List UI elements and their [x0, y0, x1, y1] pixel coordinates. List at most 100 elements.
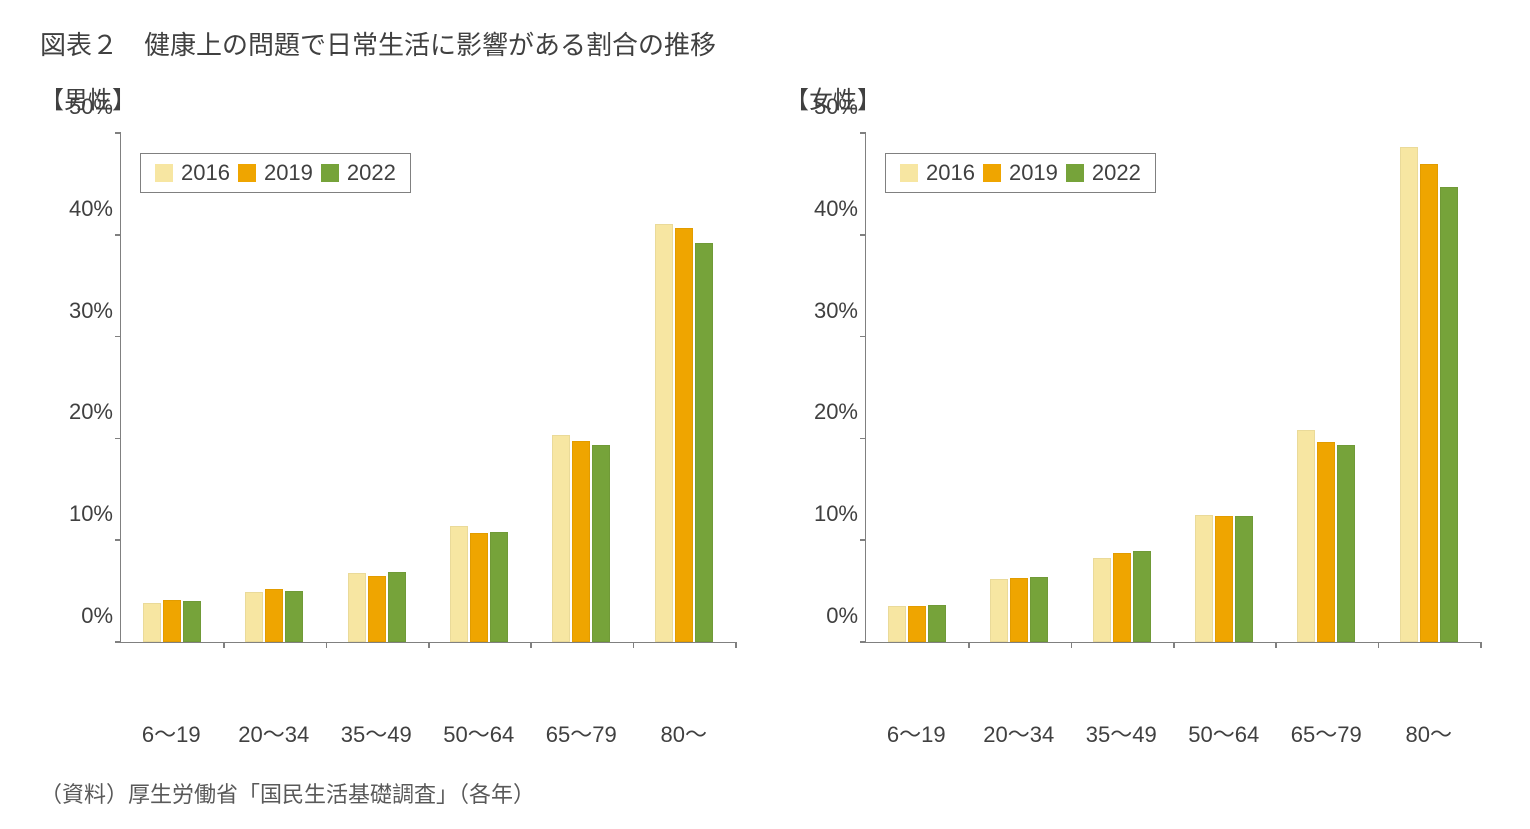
bar-group [428, 133, 530, 642]
x-tick-mark [633, 642, 635, 648]
x-tick-label: 50～64 [1173, 703, 1276, 749]
bar [990, 579, 1008, 642]
bar-group [1173, 133, 1275, 642]
bar-group [1378, 133, 1480, 642]
x-labels-female: 6～1920～3435～4950～6465～7980～ [785, 703, 1490, 749]
bars-container [121, 133, 735, 642]
x-tick-mark [1378, 642, 1380, 648]
x-tick-mark [735, 642, 737, 648]
bar [450, 526, 468, 642]
x-tick-label: 35～49 [1070, 703, 1173, 749]
x-tick-label: 20～34 [223, 703, 326, 749]
bar [163, 600, 181, 642]
x-tick-mark [223, 642, 225, 648]
bar [1235, 516, 1253, 642]
panel-female-label: 【女性】 [785, 80, 1490, 115]
bar [888, 606, 906, 642]
bar [1297, 430, 1315, 642]
bar [655, 224, 673, 642]
bar [368, 576, 386, 642]
y-tick-label: 10% [41, 501, 113, 527]
x-tick-mark [1173, 642, 1175, 648]
bar [470, 533, 488, 642]
panel-male-label: 【男性】 [40, 80, 745, 115]
bar [245, 592, 263, 642]
y-tick-label: 30% [41, 298, 113, 324]
bar [908, 606, 926, 642]
panel-male-chart: 2016 2019 2022 0%10%20%30%40%50% [40, 123, 745, 703]
bar [928, 605, 946, 642]
x-tick-mark [326, 642, 328, 648]
bar [388, 572, 406, 642]
figure-title: 図表２ 健康上の問題で日常生活に影響がある割合の推移 [40, 25, 1490, 62]
bar [1337, 445, 1355, 642]
legend-swatch-2022 [1066, 164, 1084, 182]
bar [1420, 164, 1438, 642]
legend-label-2022: 2022 [1092, 160, 1141, 186]
bar [1030, 577, 1048, 642]
x-labels-male: 6～1920～3435～4950～6465～7980～ [40, 703, 745, 749]
y-tick-label: 20% [786, 399, 858, 425]
bar [265, 589, 283, 642]
legend-label-2019: 2019 [264, 160, 313, 186]
bar-group [326, 133, 428, 642]
x-tick-label: 35～49 [325, 703, 428, 749]
y-tick-label: 10% [786, 501, 858, 527]
y-tick-label: 0% [786, 603, 858, 629]
x-tick-label: 50～64 [428, 703, 531, 749]
plot-female: 0%10%20%30%40%50% [865, 133, 1480, 643]
legend-label-2022: 2022 [347, 160, 396, 186]
bar [675, 228, 693, 642]
bar-group [866, 133, 968, 642]
bar-group [530, 133, 632, 642]
x-tick-label: 6～19 [865, 703, 968, 749]
legend-swatch-2016 [155, 164, 173, 182]
panel-female: 【女性】 2016 2019 2022 0%10%20%30%40%50% 6～… [785, 80, 1490, 749]
y-tick-label: 40% [786, 196, 858, 222]
bar-group [1275, 133, 1377, 642]
y-tick-label: 0% [41, 603, 113, 629]
legend-swatch-2016 [900, 164, 918, 182]
bar-group [121, 133, 223, 642]
x-tick-label: 80～ [1378, 703, 1481, 749]
bar [695, 243, 713, 642]
legend-swatch-2019 [983, 164, 1001, 182]
bar [1400, 147, 1418, 642]
bar-group [1071, 133, 1173, 642]
panel-female-chart: 2016 2019 2022 0%10%20%30%40%50% [785, 123, 1490, 703]
legend-label-2016: 2016 [926, 160, 975, 186]
bar [143, 603, 161, 642]
y-tick-label: 50% [41, 94, 113, 120]
bar-group [633, 133, 735, 642]
bar [1440, 187, 1458, 642]
bar [1195, 515, 1213, 642]
bar [348, 573, 366, 642]
bar [592, 445, 610, 642]
x-tick-label: 65～79 [1275, 703, 1378, 749]
bar [1113, 553, 1131, 642]
legend-male: 2016 2019 2022 [140, 153, 411, 193]
x-tick-mark [1071, 642, 1073, 648]
bar [1215, 516, 1233, 642]
bar [1133, 551, 1151, 642]
bar [1093, 558, 1111, 642]
legend-female: 2016 2019 2022 [885, 153, 1156, 193]
bar [552, 435, 570, 642]
bar [1317, 442, 1335, 642]
x-tick-mark [968, 642, 970, 648]
bar [183, 601, 201, 642]
plot-male: 0%10%20%30%40%50% [120, 133, 735, 643]
x-tick-mark [1275, 642, 1277, 648]
x-tick-mark [530, 642, 532, 648]
bar-group [968, 133, 1070, 642]
bars-container [866, 133, 1480, 642]
legend-label-2016: 2016 [181, 160, 230, 186]
bar [1010, 578, 1028, 642]
legend-swatch-2022 [321, 164, 339, 182]
chart-panels: 【男性】 2016 2019 2022 0%10%20%30%40%50% 6～… [40, 80, 1490, 749]
x-tick-mark [428, 642, 430, 648]
panel-male: 【男性】 2016 2019 2022 0%10%20%30%40%50% 6～… [40, 80, 745, 749]
bar [572, 441, 590, 642]
x-tick-label: 65～79 [530, 703, 633, 749]
source-note: （資料）厚生労働省「国民生活基礎調査」（各年） [40, 777, 1490, 809]
